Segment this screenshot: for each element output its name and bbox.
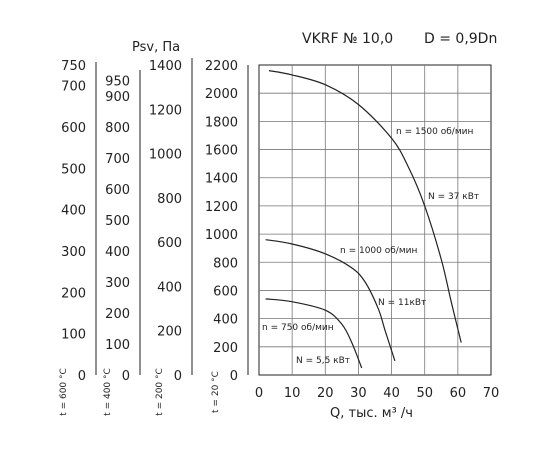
y-tick-label: 1400 [205,172,238,187]
y-tick-label: 500 [105,214,130,229]
y-tick-label: 1800 [205,115,238,130]
x-tick-label: 60 [450,386,467,401]
temperature-label: t = 600 °C [59,368,69,416]
speed-label: n = 1000 об/мин [340,246,417,256]
y-tick-label: 300 [61,245,86,260]
speed-label: n = 750 об/мин [262,323,334,333]
y-tick-label: 700 [105,152,130,167]
x-axis-label: Q, тыс. м³ /ч [330,406,413,421]
y-tick-label: 500 [61,162,86,177]
y-tick-label: 0 [230,369,238,384]
performance-curves [265,70,462,369]
x-tick-label: 50 [416,386,433,401]
y-tick-label: 1200 [205,200,238,215]
y-tick-label: 200 [105,307,130,322]
x-tick-label: 20 [317,386,334,401]
performance-curve-0 [268,70,462,343]
y-tick-label: 1200 [149,103,182,118]
y-tick-label: 900 [105,90,130,105]
y-tick-label: 800 [105,121,130,136]
power-label: N = 37 кВт [428,192,479,202]
power-label: N = 5,5 кВт [296,356,350,366]
y-tick-label: 0 [78,369,86,384]
y-tick-label: 2000 [205,87,238,102]
temperature-label: t = 200 °C [155,368,165,416]
y-tick-label: 600 [61,121,86,136]
y-tick-label: 400 [157,280,182,295]
y-tick-label: 950 [105,75,130,90]
y-axis-t600: 0 100 200 300 400 500 600 700 750 t = 600 °C [59,59,97,416]
y-tick-label: 700 [61,80,86,95]
y-tick-label: 750 [61,59,86,74]
y-tick-label: 400 [105,245,130,260]
y-tick-label: 1600 [205,144,238,159]
speed-label: n = 1500 об/мин [396,127,473,137]
y-tick-label: 1400 [149,59,182,74]
power-label: N = 11кВт [378,298,426,308]
y-axis-t200: 0 200 400 600 800 1000 1200 1400 t = 200 °C [149,58,193,416]
x-tick-label: 10 [284,386,301,401]
y-tick-label: 200 [157,325,182,340]
y-tick-label: 200 [213,341,238,356]
x-tick-label: 40 [383,386,400,401]
plot-frame [258,64,492,376]
curve-labels: n = 1500 об/мин N = 37 кВт n = 1000 об/мин… [262,127,479,366]
y-tick-label: 1000 [205,228,238,243]
diameter-label: D = 0,9Dn [424,31,497,47]
x-tick-label: 0 [255,386,263,401]
y-tick-label: 600 [213,284,238,299]
temperature-label: t = 400 °C [103,368,113,416]
y-tick-label: 200 [61,286,86,301]
y-tick-label: 100 [105,338,130,353]
y-tick-label: 600 [105,183,130,198]
temperature-label: t = 20 °C [211,371,221,413]
y-axes: 0200400600800100012001400160018002000220… [59,58,249,416]
y-tick-label: 0 [174,369,182,384]
y-tick-label: 400 [61,204,86,219]
performance-curve-1 [265,239,396,362]
x-tick-label: 30 [350,386,367,401]
y-tick-label: 800 [213,256,238,271]
y-tick-label: 0 [122,369,130,384]
x-tick-labels: 0 10 20 30 40 50 60 70 [255,386,499,401]
y-tick-label: 600 [157,236,182,251]
grid-lines [259,65,491,375]
x-tick-label: 70 [483,386,500,401]
performance-curve-2 [265,298,363,369]
y-tick-label: 100 [61,328,86,343]
y-tick-label: 800 [157,192,182,207]
chart-title: VKRF № 10,0 [302,31,393,47]
y-tick-label: 400 [213,313,238,328]
y-tick-label: 2200 [205,59,238,74]
y-axis-label: Psv, Па [132,40,180,55]
y-tick-label: 300 [105,276,130,291]
y-axis-t20: 0 200 400 600 800 1000 1200 1400 1600 1800 2000 220… [205,59,249,413]
y-tick-label: 1000 [149,148,182,163]
